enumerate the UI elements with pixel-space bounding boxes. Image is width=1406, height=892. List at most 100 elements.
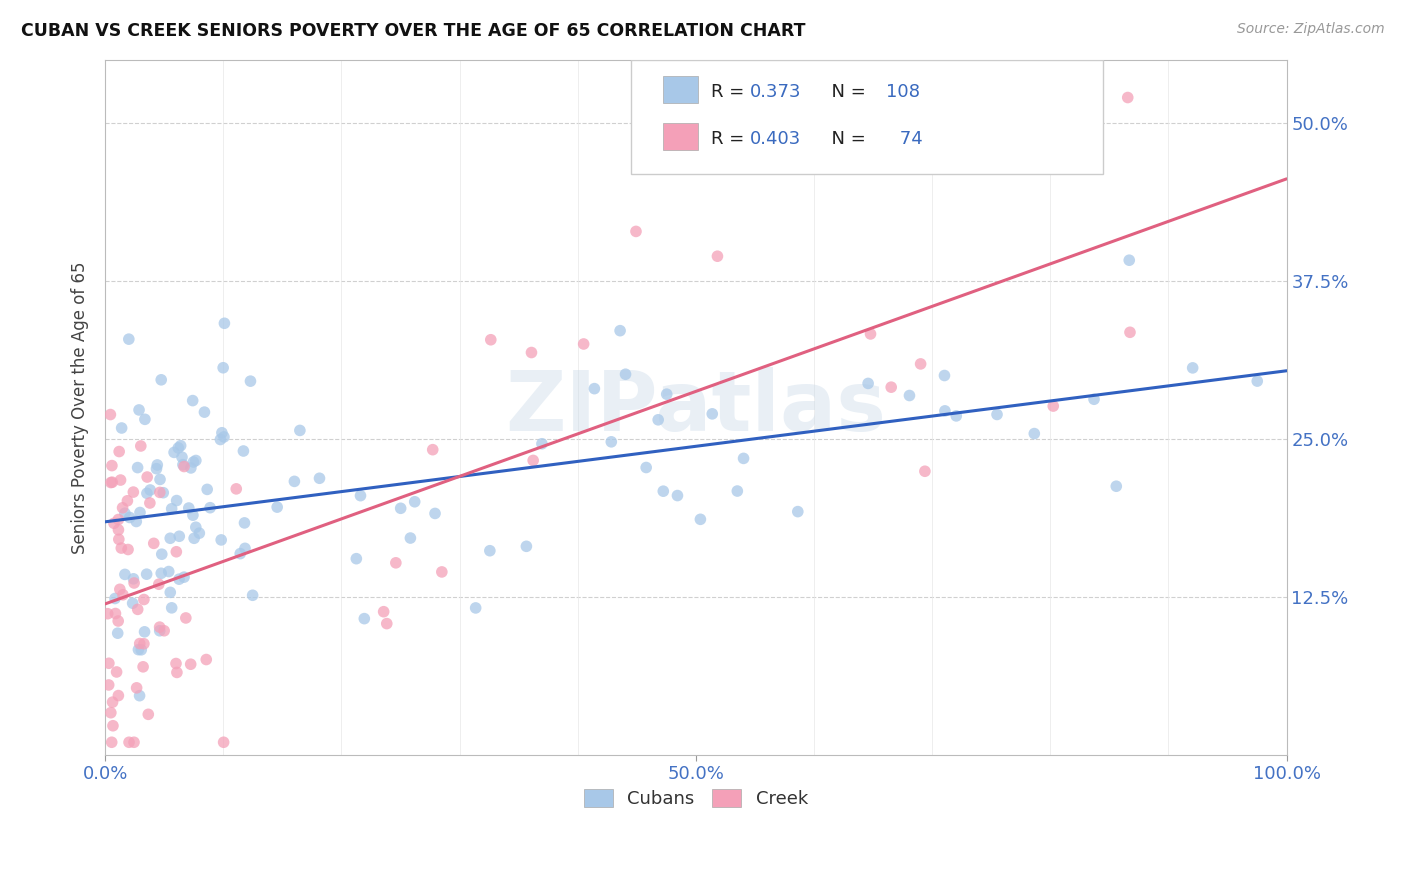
Legend: Cubans, Creek: Cubans, Creek	[576, 781, 815, 815]
Point	[122, 572, 145, 586]
Point	[212, 735, 235, 749]
Point	[520, 345, 543, 359]
Point	[422, 442, 444, 457]
Point	[150, 373, 173, 387]
Point	[107, 689, 129, 703]
Point	[167, 441, 190, 455]
Point	[148, 577, 170, 591]
Point	[934, 404, 956, 418]
Point	[118, 332, 141, 346]
Point	[1039, 92, 1062, 106]
Point	[898, 388, 921, 402]
Point	[132, 660, 155, 674]
Point	[1116, 90, 1139, 104]
Point	[173, 459, 195, 474]
Point	[172, 458, 194, 472]
Point	[652, 484, 675, 499]
Point	[145, 461, 167, 475]
Point	[149, 472, 172, 486]
Text: 108: 108	[886, 83, 920, 101]
Point	[184, 453, 207, 467]
Point	[169, 529, 191, 543]
Text: R =: R =	[711, 83, 751, 101]
Point	[198, 500, 221, 515]
Point	[169, 439, 191, 453]
Point	[101, 719, 124, 733]
Point	[225, 482, 247, 496]
Text: R =: R =	[711, 130, 751, 148]
Point	[101, 458, 124, 473]
Point	[211, 425, 233, 440]
Point	[689, 512, 711, 526]
Point	[288, 424, 311, 438]
Point	[183, 455, 205, 469]
Point	[122, 485, 145, 500]
Point	[266, 500, 288, 515]
Point	[107, 512, 129, 526]
Text: 74: 74	[894, 130, 924, 148]
Point	[914, 464, 936, 478]
Point	[479, 333, 502, 347]
Point	[129, 642, 152, 657]
Point	[934, 368, 956, 383]
Point	[125, 681, 148, 695]
Point	[127, 642, 149, 657]
Point	[1181, 360, 1204, 375]
Point	[111, 588, 134, 602]
Point	[177, 501, 200, 516]
Point	[636, 460, 658, 475]
Point	[134, 412, 156, 426]
Point	[107, 626, 129, 640]
Point	[1105, 479, 1128, 493]
Text: CUBAN VS CREEK SENIORS POVERTY OVER THE AGE OF 65 CORRELATION CHART: CUBAN VS CREEK SENIORS POVERTY OVER THE …	[21, 22, 806, 40]
Point	[122, 576, 145, 591]
Point	[129, 506, 152, 520]
Point	[856, 376, 879, 391]
FancyBboxPatch shape	[631, 60, 1104, 174]
Point	[180, 657, 202, 672]
Point	[108, 444, 131, 458]
Point	[209, 533, 232, 547]
Point	[385, 556, 408, 570]
Y-axis label: Seniors Poverty Over the Age of 65: Seniors Poverty Over the Age of 65	[72, 261, 89, 554]
Point	[229, 547, 252, 561]
Point	[101, 475, 124, 490]
Point	[132, 592, 155, 607]
Point	[117, 542, 139, 557]
Point	[97, 657, 120, 671]
Point	[111, 500, 134, 515]
Point	[142, 536, 165, 550]
Point	[97, 678, 120, 692]
Point	[1024, 426, 1046, 441]
Point	[128, 689, 150, 703]
Point	[159, 531, 181, 545]
Point	[128, 636, 150, 650]
Point	[232, 444, 254, 458]
Point	[725, 483, 748, 498]
Point	[373, 605, 395, 619]
Text: 0.403: 0.403	[751, 130, 801, 148]
Point	[464, 601, 486, 615]
Point	[1119, 326, 1142, 340]
Point	[515, 539, 537, 553]
Point	[530, 436, 553, 450]
Point	[624, 224, 647, 238]
Point	[136, 470, 159, 484]
Point	[100, 408, 122, 422]
Point	[600, 434, 623, 449]
Point	[100, 735, 122, 749]
Point	[104, 591, 127, 606]
Text: Source: ZipAtlas.com: Source: ZipAtlas.com	[1237, 22, 1385, 37]
Point	[149, 485, 172, 500]
Point	[209, 433, 232, 447]
Point	[167, 572, 190, 586]
Point	[104, 607, 127, 621]
Point	[127, 602, 149, 616]
Point	[159, 585, 181, 599]
Point	[136, 707, 159, 722]
Point	[344, 551, 367, 566]
Point	[135, 567, 157, 582]
FancyBboxPatch shape	[662, 123, 699, 150]
Point	[166, 493, 188, 508]
Point	[101, 695, 124, 709]
